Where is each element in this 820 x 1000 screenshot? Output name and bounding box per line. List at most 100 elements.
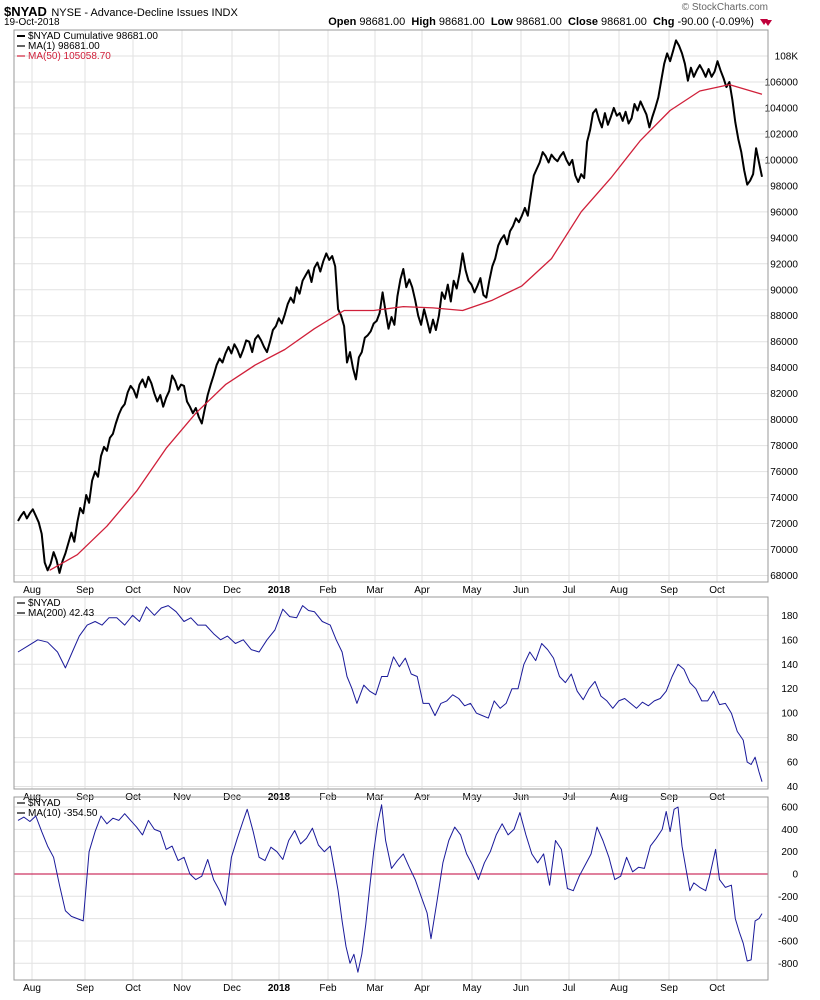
open-value: 98681.00 (359, 16, 406, 28)
y-tick-label: 140 (781, 660, 798, 671)
high-label: High (411, 16, 436, 28)
chg-label: Chg (653, 16, 675, 28)
y-tick-label: 200 (781, 847, 798, 858)
x-tick-label: Feb (319, 983, 337, 994)
legend-entry: MA(200) 42.43 (28, 608, 95, 619)
y-tick-label: 78000 (770, 441, 798, 452)
x-tick-label: Nov (173, 585, 191, 596)
y-tick-label: -800 (778, 959, 798, 970)
y-tick-label: 60 (787, 758, 799, 769)
symbol-description: NYSE - Advance-Decline Issues INDX (51, 7, 238, 19)
panel-frame (13, 29, 769, 583)
x-tick-label: Oct (125, 983, 141, 994)
y-tick-label: -400 (778, 914, 798, 925)
y-tick-label: 92000 (770, 259, 798, 270)
x-tick-label: Feb (319, 585, 337, 596)
x-tick-label: Apr (414, 983, 430, 994)
y-tick-label: 108K (775, 51, 799, 62)
x-tick-label: Dec (223, 585, 241, 596)
x-tick-label: Oct (709, 983, 725, 994)
y-tick-label: 102000 (765, 129, 799, 140)
chg-value: -90.00 (-0.09%) (677, 16, 754, 28)
y-tick-label: 0 (792, 869, 798, 880)
y-tick-label: 400 (781, 825, 798, 836)
open-label: Open (328, 16, 357, 28)
x-tick-label: 2018 (268, 585, 291, 596)
y-tick-label: 76000 (770, 467, 798, 478)
y-tick-label: 100 (781, 709, 798, 720)
brand-watermark: © StockCharts.com (681, 2, 768, 13)
y-tick-label: 80000 (770, 415, 798, 426)
y-tick-label: 68000 (770, 571, 798, 582)
y-tick-label: 82000 (770, 389, 798, 400)
series-line-ma-10- (17, 804, 763, 973)
panel-frame (13, 596, 769, 790)
y-tick-label: -600 (778, 936, 798, 947)
panel-3: -800 -600 -400 -200 0 200 400 600 Aug Sep Oct Nov De… (13, 796, 798, 994)
y-tick-label: 80 (787, 733, 799, 744)
x-tick-label: Oct (125, 585, 141, 596)
y-tick-label: 180 (781, 611, 798, 622)
x-tick-label: 2018 (268, 983, 291, 994)
y-tick-label: 96000 (770, 207, 798, 218)
x-tick-label: Aug (610, 585, 628, 596)
series-line-ma-50- (49, 83, 763, 571)
down-arrow-icon (760, 19, 768, 26)
y-tick-label: 90000 (770, 285, 798, 296)
legend-entry: $NYAD (28, 598, 61, 609)
low-label: Low (490, 16, 513, 28)
y-tick-label: 40 (787, 782, 799, 793)
symbol: $NYAD (4, 4, 47, 19)
x-tick-label: May (463, 585, 482, 596)
x-tick-label: Aug (23, 585, 41, 596)
series-line-ma-200- (17, 605, 763, 782)
legend-entry: MA(50) 105058.70 (28, 51, 111, 62)
quote-line: Open 98681.00 High 98681.00 Low 98681.00… (328, 16, 768, 28)
high-value: 98681.00 (438, 16, 485, 28)
y-tick-label: 70000 (770, 545, 798, 556)
x-tick-label: Jun (513, 983, 529, 994)
legend-entry: MA(10) -354.50 (28, 808, 98, 819)
close-value: 98681.00 (601, 16, 647, 28)
y-tick-label: 104000 (765, 103, 799, 114)
y-tick-label: 600 (781, 803, 798, 814)
x-tick-label: Aug (23, 983, 41, 994)
x-tick-label: Apr (414, 585, 430, 596)
x-tick-label: Sep (76, 983, 94, 994)
y-tick-label: 94000 (770, 233, 798, 244)
x-tick-label: Dec (223, 983, 241, 994)
chart-date: 19-Oct-2018 (4, 17, 60, 28)
x-tick-label: Mar (366, 585, 384, 596)
legend-entry: $NYAD Cumulative 98681.00 (28, 31, 158, 42)
y-tick-label: -200 (778, 892, 798, 903)
x-tick-label: Oct (709, 585, 725, 596)
legend-entry: MA(1) 98681.00 (28, 41, 100, 52)
y-tick-label: 74000 (770, 493, 798, 504)
y-tick-label: 100000 (765, 155, 799, 166)
x-tick-label: Jul (563, 983, 576, 994)
y-tick-label: 98000 (770, 181, 798, 192)
legend-entry: $NYAD (28, 798, 61, 809)
panel-1: 68000 70000 72000 74000 76000 78000 80000 82000… (13, 29, 799, 596)
x-tick-label: Nov (173, 983, 191, 994)
series-line--nyad-cumulative (17, 39, 763, 574)
y-tick-label: 120 (781, 684, 798, 695)
y-tick-label: 160 (781, 635, 798, 646)
down-arrow-marker (764, 20, 772, 26)
y-tick-label: 84000 (770, 363, 798, 374)
close-label: Close (568, 16, 598, 28)
x-tick-label: Mar (366, 983, 384, 994)
y-tick-label: 88000 (770, 311, 798, 322)
x-tick-label: Sep (660, 983, 678, 994)
low-value: 98681.00 (515, 16, 562, 28)
x-tick-label: May (463, 983, 482, 994)
x-tick-label: Jun (513, 585, 529, 596)
x-tick-label: Sep (660, 585, 678, 596)
panel-frame (13, 796, 769, 981)
x-tick-label: Jul (563, 585, 576, 596)
x-tick-label: Aug (610, 983, 628, 994)
y-tick-label: 86000 (770, 337, 798, 348)
y-tick-label: 106000 (765, 77, 799, 88)
